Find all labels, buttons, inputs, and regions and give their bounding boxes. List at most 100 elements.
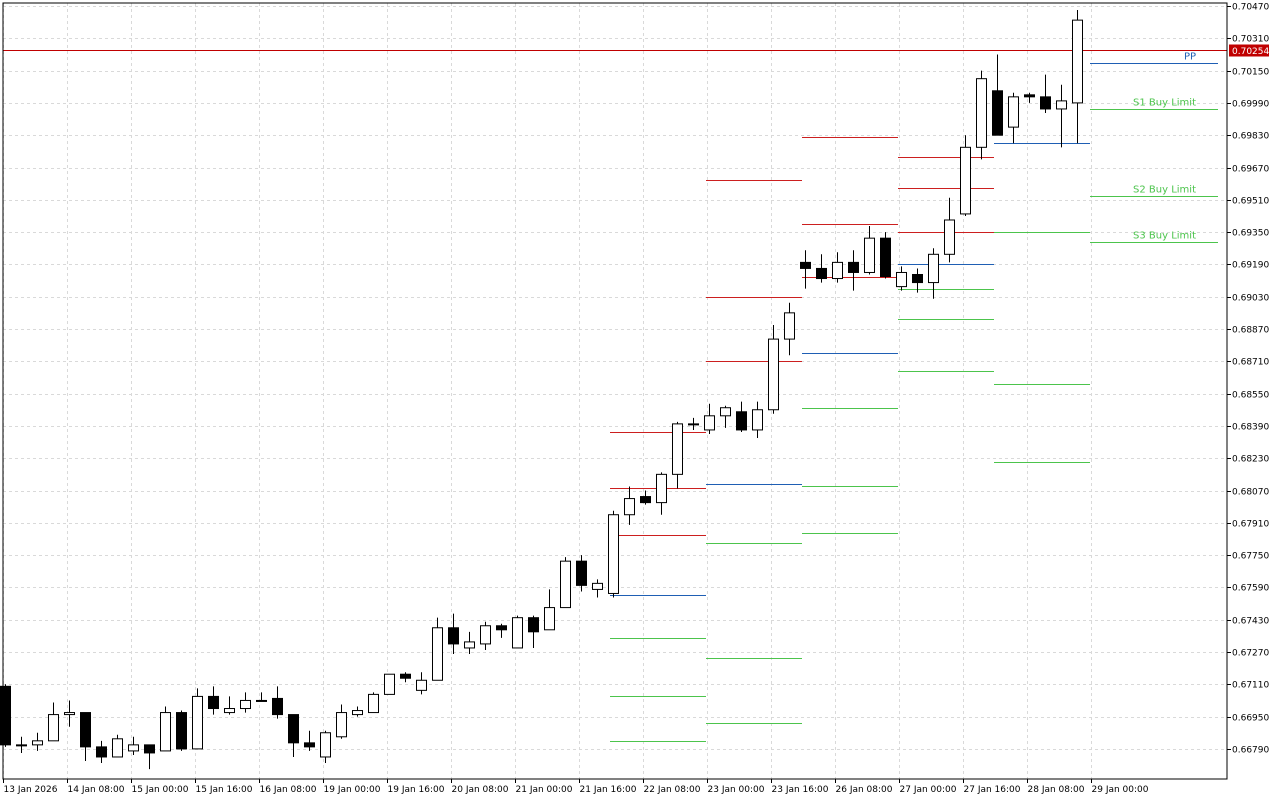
candle-body	[1056, 100, 1067, 110]
candle[interactable]	[64, 700, 75, 727]
candle-body	[624, 498, 635, 516]
candle[interactable]	[704, 403, 715, 434]
candle[interactable]	[496, 623, 507, 638]
candle[interactable]	[384, 673, 395, 695]
candle[interactable]	[768, 324, 779, 414]
candle[interactable]	[928, 248, 939, 299]
candle-body	[16, 744, 27, 747]
candle-body	[352, 710, 363, 716]
candle[interactable]	[272, 686, 283, 719]
candle[interactable]	[512, 615, 523, 649]
candle[interactable]	[1072, 10, 1083, 144]
candle[interactable]	[784, 302, 795, 356]
candle[interactable]	[720, 405, 731, 428]
candle[interactable]	[16, 736, 27, 753]
price-axis-label: 0.70470	[1232, 3, 1269, 13]
candle[interactable]	[288, 714, 299, 757]
candle[interactable]	[960, 135, 971, 216]
candle[interactable]	[1040, 74, 1051, 113]
candle[interactable]	[1024, 92, 1035, 103]
candle-body	[288, 714, 299, 744]
candle[interactable]	[192, 688, 203, 750]
candle[interactable]	[176, 710, 187, 751]
candle-body	[336, 712, 347, 738]
candle[interactable]	[352, 706, 363, 717]
time-axis-label: 15 Jan 16:00	[196, 785, 253, 795]
candle-body	[1040, 96, 1051, 110]
candle[interactable]	[448, 613, 459, 655]
candle[interactable]	[480, 621, 491, 650]
price-axis-label: 0.68070	[1232, 488, 1269, 498]
candlesticks[interactable]	[0, 10, 1083, 770]
candle[interactable]	[416, 672, 427, 695]
time-axis[interactable]: 13 Jan 2026 14 Jan 08:00 15 Jan 00:00 15 Ja…	[3, 779, 1149, 795]
time-axis-label: 26 Jan 08:00	[836, 785, 893, 795]
candle[interactable]	[320, 730, 331, 764]
candle[interactable]	[0, 684, 11, 747]
candle[interactable]	[128, 736, 139, 755]
candle[interactable]	[544, 589, 555, 631]
candle-body	[320, 732, 331, 758]
candle-body	[160, 712, 171, 752]
candle[interactable]	[752, 401, 763, 439]
candle[interactable]	[224, 696, 235, 715]
candle[interactable]	[816, 254, 827, 283]
candle-body	[416, 679, 427, 691]
price-axis-label: 0.69510	[1232, 197, 1269, 207]
candle[interactable]	[256, 692, 267, 702]
candle-body	[832, 261, 843, 280]
candle[interactable]	[832, 252, 843, 283]
candle[interactable]	[80, 712, 91, 762]
candle[interactable]	[432, 617, 443, 681]
candle[interactable]	[400, 672, 411, 683]
candle[interactable]	[48, 702, 59, 742]
candle-body	[544, 607, 555, 631]
candle[interactable]	[96, 740, 107, 764]
candle[interactable]	[160, 706, 171, 752]
candle[interactable]	[1056, 84, 1067, 148]
time-axis-label: 21 Jan 16:00	[580, 785, 637, 795]
candle[interactable]	[976, 70, 987, 160]
candle[interactable]	[672, 421, 683, 489]
candle-body	[224, 708, 235, 714]
candle[interactable]	[880, 232, 891, 279]
candle-body	[64, 712, 75, 716]
candle[interactable]	[464, 631, 475, 655]
candle-body	[608, 514, 619, 594]
candle-body	[1024, 94, 1035, 98]
candle[interactable]	[896, 266, 907, 291]
candle[interactable]	[208, 686, 219, 715]
candle[interactable]	[32, 732, 43, 751]
candle[interactable]	[656, 472, 667, 515]
price-axis-label: 0.66950	[1232, 714, 1269, 724]
candle[interactable]	[304, 730, 315, 751]
candle[interactable]	[560, 557, 571, 609]
candle[interactable]	[592, 579, 603, 598]
candle[interactable]	[944, 197, 955, 263]
candle[interactable]	[144, 744, 155, 770]
candle[interactable]	[992, 54, 1003, 136]
candle[interactable]	[240, 692, 251, 713]
candle-body	[400, 673, 411, 679]
time-axis-label: 22 Jan 08:00	[644, 785, 701, 795]
candle[interactable]	[576, 555, 587, 592]
candle[interactable]	[864, 226, 875, 275]
candle[interactable]	[624, 486, 635, 525]
candle[interactable]	[336, 704, 347, 739]
candle[interactable]	[640, 490, 651, 505]
candle-body	[992, 90, 1003, 136]
candle-body	[656, 473, 667, 504]
price-axis[interactable]: 0.70470 0.70310 0.70150 0.69990 0.69830 0.696…	[1227, 3, 1269, 756]
candle[interactable]	[736, 401, 747, 432]
candle[interactable]	[608, 510, 619, 598]
candle[interactable]	[368, 692, 379, 714]
candle[interactable]	[688, 417, 699, 430]
candle[interactable]	[848, 250, 859, 291]
candle[interactable]	[112, 734, 123, 758]
candle[interactable]	[1008, 92, 1019, 144]
candle[interactable]	[528, 615, 539, 648]
candle[interactable]	[800, 250, 811, 289]
candle[interactable]	[912, 268, 923, 293]
